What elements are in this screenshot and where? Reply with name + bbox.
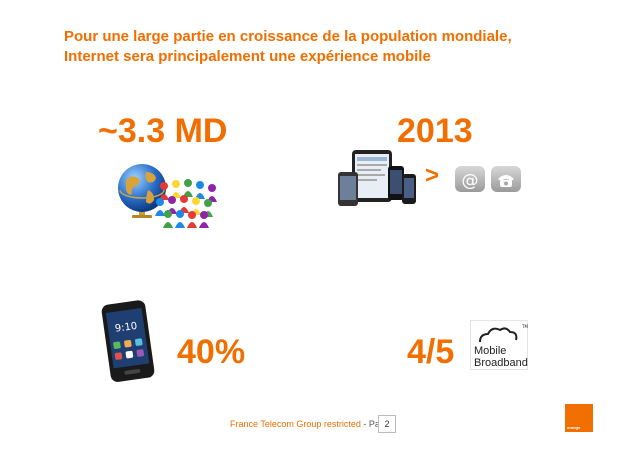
orange-logo: orange bbox=[565, 404, 593, 432]
orange-logo-text: orange bbox=[567, 425, 581, 430]
title-line-2: Internet sera principalement une expérie… bbox=[64, 48, 431, 65]
page-number: 2 bbox=[378, 415, 396, 433]
smartphone-icon: 9:10 bbox=[101, 300, 155, 382]
year-stat: 2013 bbox=[397, 112, 473, 150]
greater-than-symbol: > bbox=[425, 162, 440, 189]
telephone-icon bbox=[491, 166, 521, 192]
population-stat: ~3.3 MD bbox=[98, 112, 228, 150]
svg-text:@: @ bbox=[462, 171, 479, 191]
mobile-broadband-line-1: Mobile bbox=[474, 345, 507, 357]
svg-text:TM: TM bbox=[521, 324, 528, 329]
globe-icon bbox=[118, 164, 166, 218]
footer: France Telecom Group restricted - Page bbox=[230, 419, 390, 429]
mobile-broadband-line-2: Broadband bbox=[474, 357, 528, 369]
people-figures-icon bbox=[155, 179, 217, 228]
footer-text: France Telecom Group restricted bbox=[230, 419, 361, 429]
slide-title: Pour une large partie en croissance de l… bbox=[64, 27, 584, 67]
fraction-stat: 4/5 bbox=[407, 333, 455, 371]
title-line-1: Pour une large partie en croissance de l… bbox=[64, 28, 512, 45]
mobile-devices-icon bbox=[338, 150, 416, 206]
svg-text:9:10: 9:10 bbox=[114, 321, 138, 335]
footer-separator: - bbox=[360, 419, 369, 429]
at-sign-icon: @ bbox=[455, 166, 485, 192]
cloud-icon: TM bbox=[470, 320, 528, 370]
mobile-broadband-label: Mobile Broadband bbox=[474, 345, 528, 369]
percent-stat: 40% bbox=[177, 333, 246, 371]
